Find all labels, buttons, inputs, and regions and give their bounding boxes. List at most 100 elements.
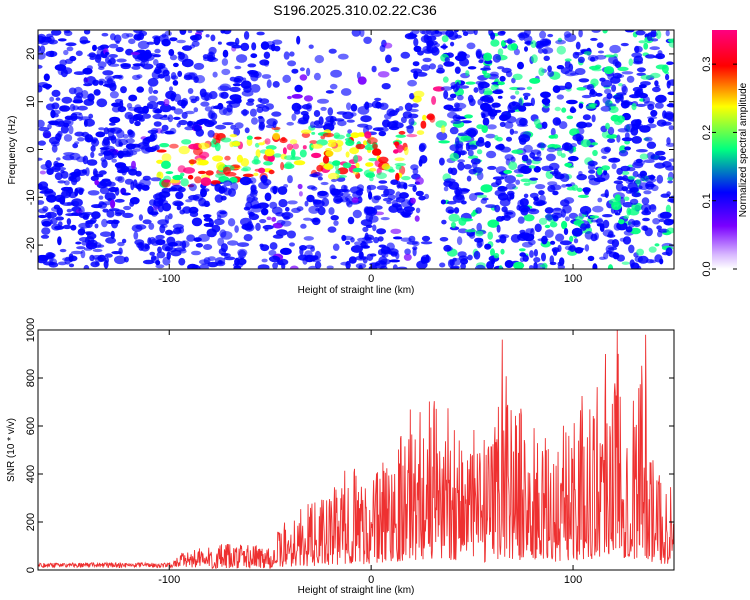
heatmap-cell [155,264,165,269]
heatmap-cell [524,46,528,52]
heatmap-cell [605,250,613,255]
heatmap-cell [571,184,579,191]
heatmap-cell [57,180,66,184]
heatmap-cell [137,40,150,50]
heatmap-cell [483,72,491,79]
heatmap-cell [72,143,79,149]
heatmap-cell [284,155,296,161]
heatmap-cell [109,91,119,99]
heatmap-cell [260,175,268,184]
heatmap-cell [134,239,145,246]
heatmap-cell [310,218,320,223]
heatmap-cell [63,152,75,156]
heatmap-cell [257,97,263,103]
heatmap-cell [176,205,182,211]
heatmap-cell [271,216,277,222]
heatmap-cell [178,52,185,60]
heatmap-cell [328,207,335,215]
heatmap-cell [602,96,611,105]
heatmap-cell [492,176,505,180]
heatmap-cell [265,103,274,110]
heatmap-cell [404,248,411,255]
heatmap-cell [174,240,183,247]
heatmap-cell [139,178,151,188]
heatmap-cell [467,144,478,150]
heatmap-cell [416,130,425,136]
heatmap-cell [101,218,108,228]
heatmap-cell [645,259,654,264]
heatmap-cell [386,242,395,251]
heatmap-cell [374,97,382,102]
heatmap-cell [475,207,482,214]
heatmap-cell [51,223,62,231]
heatmap-cell [607,264,614,269]
heatmap-cell [165,246,171,252]
heatmap-cell [96,98,108,108]
heatmap-cell [172,200,184,207]
heatmap-cell [311,186,318,191]
heatmap-cell [206,228,217,238]
heatmap-cell [474,264,486,269]
heatmap-cell [617,66,629,72]
heatmap-cell [300,110,309,116]
heatmap-cell [602,30,608,34]
heatmap-cell [615,182,624,192]
heatmap-cell [114,162,127,169]
heatmap-cell [193,107,199,113]
heatmap-cell [390,67,400,72]
heatmap-cell [277,258,289,266]
heatmap-cell [75,50,83,57]
heatmap-cell [508,101,521,110]
heatmap-cell [528,239,536,246]
heatmap-cell [644,136,653,142]
heatmap-cell [452,107,463,112]
heatmap-cell [364,131,372,139]
heatmap-cell [454,66,461,74]
heatmap-cell [120,86,127,94]
heatmap-cell [641,197,650,205]
heatmap-cell [476,149,483,155]
heatmap-cell [500,215,505,221]
heatmap-cell [243,234,253,242]
heatmap-cell [299,149,307,158]
heatmap-cell [520,207,529,216]
heatmap-cell [531,54,538,63]
heatmap-cell [250,53,258,59]
heatmap-cell [592,205,604,213]
heatmap-cell [293,160,306,166]
heatmap-cell [308,265,318,269]
heatmap-cell [260,41,270,50]
heatmap-cell [480,184,493,193]
heatmap-cell [164,214,170,224]
heatmap-cell [654,254,663,263]
heatmap-cell [272,262,278,269]
heatmap-cell [412,61,420,67]
heatmap-cell [539,264,548,268]
heatmap-cell [355,143,366,150]
heatmap-cell [377,71,390,78]
heatmap-cell [284,161,293,169]
heatmap-cell [585,105,597,110]
heatmap-cell [214,142,221,152]
heatmap-cell [463,164,472,170]
heatmap-cell [150,255,157,261]
heatmap-cell [657,230,663,238]
heatmap-cell [533,257,541,263]
heatmap-cell [421,64,431,71]
heatmap-cell [629,227,641,235]
heatmap-cell [330,215,339,221]
heatmap-cell [149,251,155,256]
heatmap-cell [602,214,613,218]
heatmap-cell [369,176,374,182]
heatmap-cell [154,48,161,54]
heatmap-cell [381,249,387,258]
heatmap-cell [639,125,651,133]
heatmap-cell [304,200,309,207]
heatmap-cell [157,74,166,79]
heatmap-cell [195,96,200,102]
heatmap-cell [189,44,196,49]
heatmap-cell [156,101,166,105]
heatmap-cell [486,261,495,269]
heatmap-cell [141,113,151,119]
